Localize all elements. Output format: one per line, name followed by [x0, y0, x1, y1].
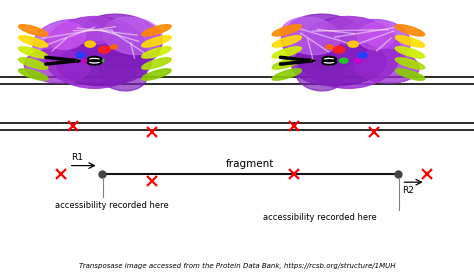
Ellipse shape — [395, 25, 425, 36]
Ellipse shape — [272, 47, 301, 58]
Ellipse shape — [99, 46, 110, 53]
Ellipse shape — [272, 25, 301, 36]
Ellipse shape — [24, 49, 90, 83]
Ellipse shape — [395, 36, 425, 47]
Ellipse shape — [333, 46, 345, 53]
Text: accessibility recorded here: accessibility recorded here — [55, 201, 168, 210]
Ellipse shape — [95, 58, 104, 63]
Ellipse shape — [395, 47, 425, 58]
Text: R2: R2 — [402, 186, 414, 195]
Ellipse shape — [296, 17, 401, 88]
Ellipse shape — [43, 17, 147, 88]
Ellipse shape — [282, 14, 368, 69]
Ellipse shape — [142, 25, 171, 36]
Ellipse shape — [71, 17, 118, 44]
Ellipse shape — [18, 36, 48, 47]
Point — [394, 172, 402, 176]
Ellipse shape — [110, 45, 117, 49]
Ellipse shape — [272, 69, 301, 80]
Point — [98, 172, 106, 176]
Ellipse shape — [142, 69, 171, 80]
Polygon shape — [311, 60, 315, 61]
Ellipse shape — [354, 49, 419, 83]
Ellipse shape — [75, 14, 162, 69]
Ellipse shape — [325, 17, 372, 44]
Ellipse shape — [18, 58, 48, 69]
Ellipse shape — [272, 36, 301, 47]
Ellipse shape — [85, 41, 95, 47]
Ellipse shape — [395, 69, 425, 80]
Ellipse shape — [272, 58, 301, 69]
Ellipse shape — [99, 58, 147, 91]
Polygon shape — [88, 60, 101, 65]
Polygon shape — [322, 60, 336, 65]
Ellipse shape — [358, 22, 396, 50]
Polygon shape — [76, 60, 80, 61]
Ellipse shape — [281, 17, 340, 55]
Ellipse shape — [142, 58, 171, 69]
Ellipse shape — [18, 69, 48, 80]
Ellipse shape — [296, 58, 344, 91]
Polygon shape — [322, 57, 336, 61]
Ellipse shape — [354, 59, 361, 63]
Ellipse shape — [18, 25, 48, 36]
Ellipse shape — [142, 36, 171, 47]
Ellipse shape — [82, 59, 89, 63]
Ellipse shape — [57, 41, 151, 86]
Ellipse shape — [103, 17, 163, 55]
Polygon shape — [88, 57, 101, 61]
Ellipse shape — [47, 22, 85, 50]
Ellipse shape — [348, 41, 358, 47]
Ellipse shape — [18, 47, 48, 58]
Ellipse shape — [76, 52, 85, 58]
Ellipse shape — [334, 20, 410, 69]
Text: fragment: fragment — [226, 159, 274, 169]
Text: accessibility recorded here: accessibility recorded here — [263, 213, 377, 222]
Text: R1: R1 — [71, 153, 83, 162]
Ellipse shape — [292, 41, 386, 86]
Ellipse shape — [142, 47, 171, 58]
Ellipse shape — [339, 58, 348, 63]
Ellipse shape — [395, 58, 425, 69]
Ellipse shape — [358, 52, 367, 58]
Text: Transposase image accessed from the Protein Data Bank, https://rcsb.org/structur: Transposase image accessed from the Prot… — [79, 263, 395, 269]
Ellipse shape — [326, 45, 333, 49]
Ellipse shape — [33, 20, 109, 69]
